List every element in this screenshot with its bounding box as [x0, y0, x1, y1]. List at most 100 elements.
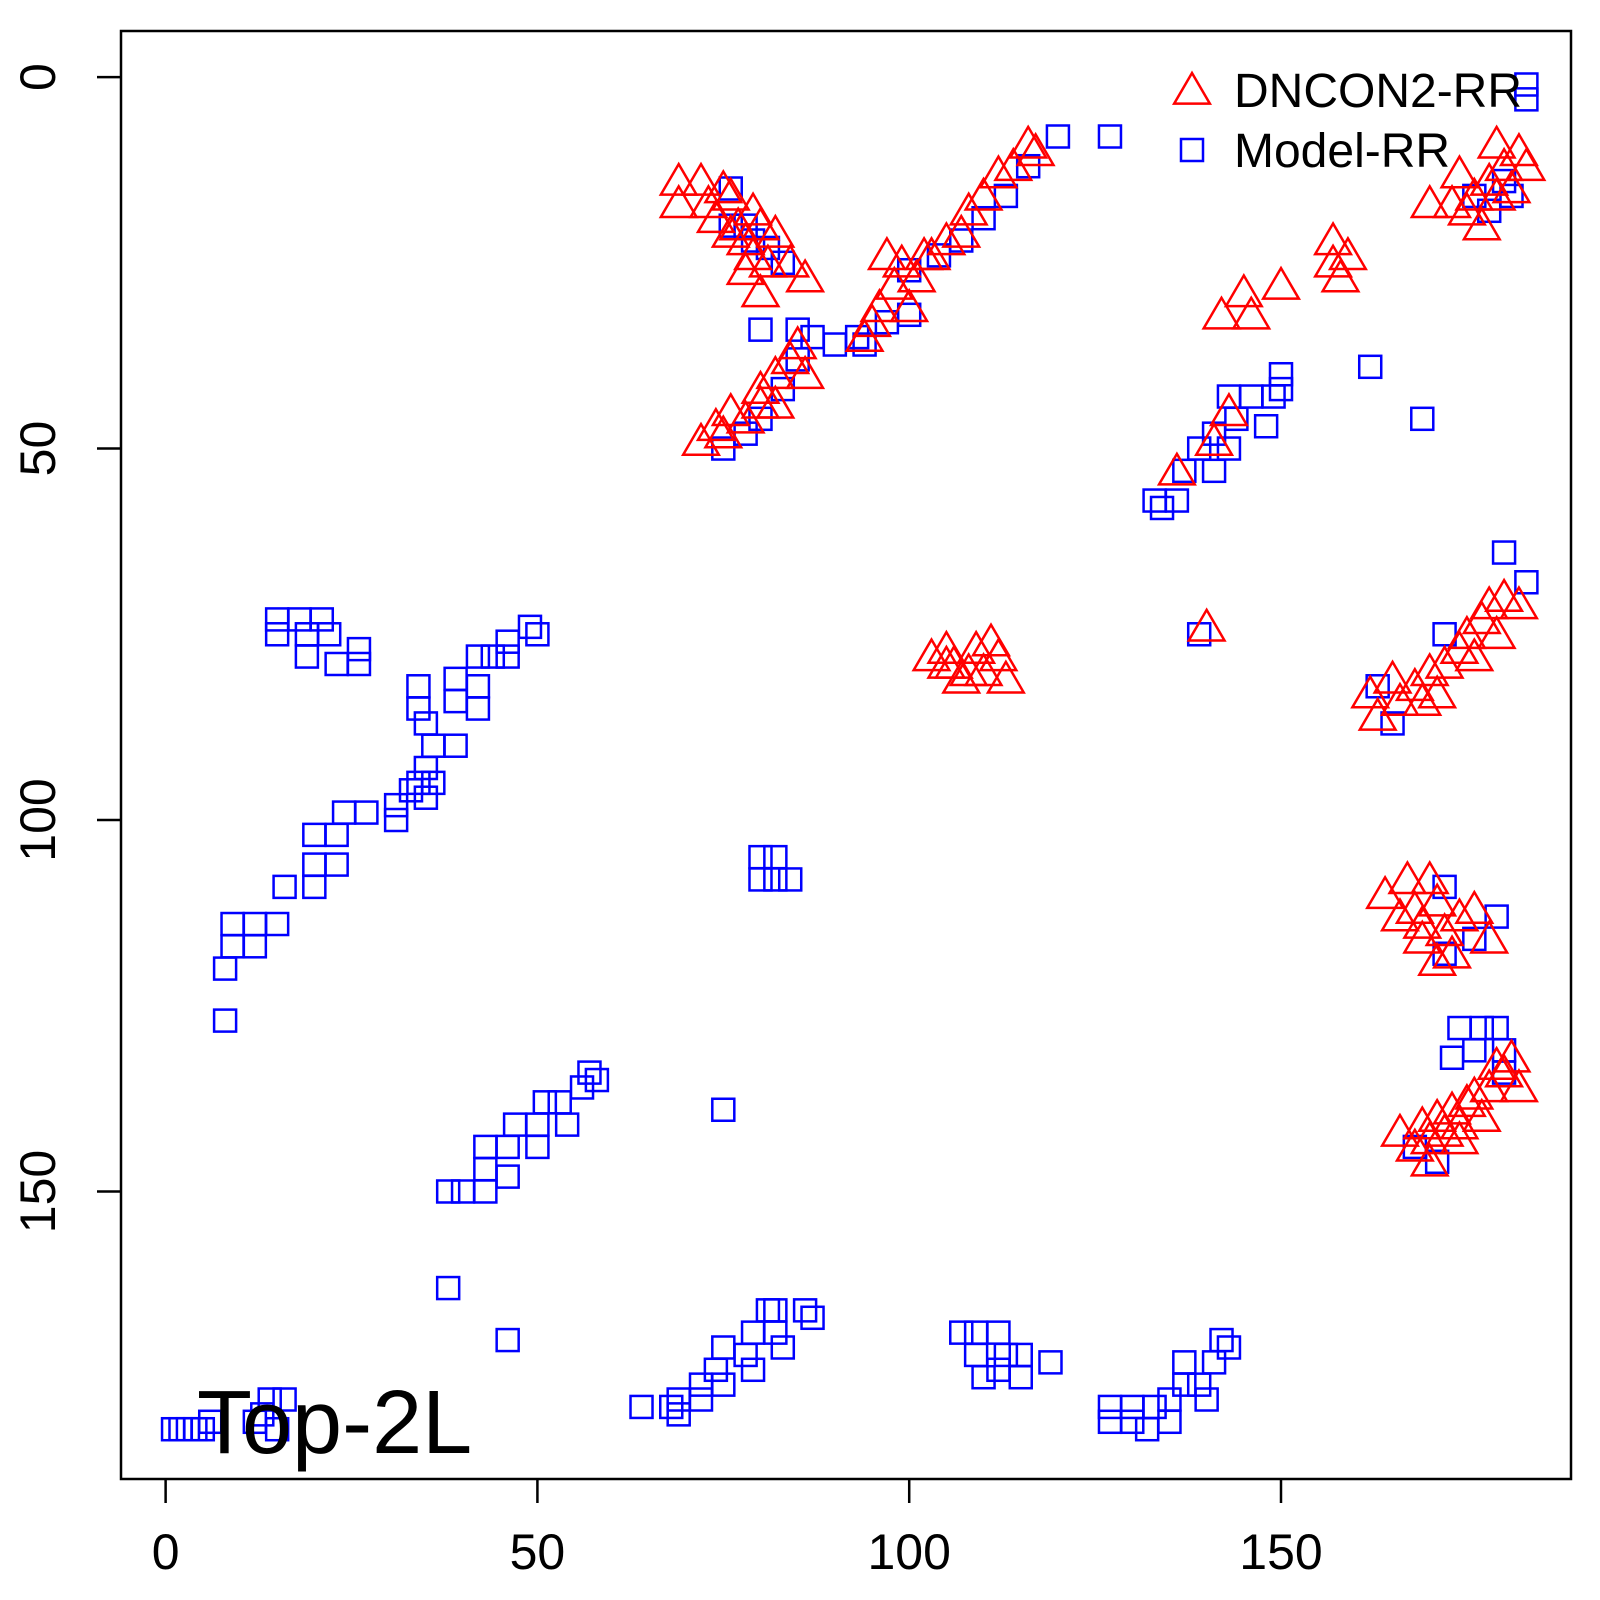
- square-marker: [398, 778, 424, 803]
- triangle-marker: [1506, 146, 1547, 182]
- square-marker: [733, 1342, 758, 1368]
- x-tick-label: 150: [1239, 1524, 1322, 1580]
- square-marker: [168, 1416, 193, 1442]
- square-marker: [495, 1164, 520, 1189]
- square-marker: [569, 1075, 595, 1100]
- square-marker: [242, 934, 268, 959]
- square-marker: [711, 1335, 736, 1360]
- square-marker: [763, 867, 788, 892]
- square-marker: [413, 711, 439, 736]
- triangle-marker: [658, 161, 699, 196]
- square-marker: [986, 1320, 1011, 1345]
- square-marker: [971, 1364, 996, 1390]
- legend-marker: [1179, 137, 1205, 163]
- triangle-marker: [1439, 1119, 1480, 1155]
- triangle-marker: [963, 176, 1004, 211]
- square-marker: [264, 911, 290, 937]
- square-marker: [659, 1394, 684, 1420]
- square-marker: [473, 1179, 498, 1204]
- square-marker: [316, 622, 342, 647]
- square-marker: [406, 696, 431, 721]
- square-marker: [495, 644, 520, 669]
- square-marker: [1432, 941, 1457, 966]
- square-marker: [748, 867, 773, 892]
- square-marker: [354, 800, 379, 825]
- triangle-marker: [1402, 919, 1443, 954]
- square-marker: [554, 1112, 580, 1137]
- triangle-marker: [1454, 637, 1495, 672]
- triangle-marker: [785, 354, 826, 390]
- square-marker: [993, 1342, 1019, 1368]
- square-marker: [421, 733, 446, 758]
- square-marker: [473, 1134, 498, 1160]
- square-marker: [324, 822, 349, 848]
- square-marker: [896, 302, 922, 328]
- square-marker: [733, 213, 758, 238]
- square-marker: [272, 1387, 297, 1412]
- square-marker: [465, 674, 491, 699]
- square-marker: [748, 317, 773, 342]
- square-marker: [1462, 1038, 1487, 1063]
- triangle-marker: [1409, 1119, 1450, 1155]
- y-tick-label: 0: [10, 63, 66, 91]
- triangle-marker: [1402, 681, 1443, 716]
- square-marker: [688, 1387, 714, 1412]
- triangle-marker: [725, 250, 766, 286]
- square-marker: [502, 1112, 528, 1137]
- triangle-marker: [1476, 176, 1517, 211]
- triangle-marker: [785, 258, 826, 293]
- triangle-marker: [1476, 1045, 1517, 1081]
- square-marker: [1186, 1372, 1212, 1397]
- square-marker: [220, 934, 245, 959]
- square-marker: [1157, 1409, 1182, 1435]
- square-marker: [547, 1090, 572, 1115]
- square-marker: [465, 696, 491, 721]
- triangle-marker: [1409, 651, 1450, 687]
- square-marker: [748, 844, 773, 870]
- triangle-marker: [1387, 859, 1428, 895]
- square-marker: [1120, 1409, 1145, 1435]
- triangle-marker: [1208, 391, 1249, 427]
- square-marker: [532, 1090, 558, 1115]
- x-tick-label: 100: [867, 1524, 950, 1580]
- triangle-marker: [1194, 421, 1235, 456]
- triangle-marker: [1498, 585, 1539, 620]
- triangle-marker: [956, 629, 997, 664]
- square-marker: [949, 1320, 974, 1345]
- square-marker: [250, 1402, 275, 1427]
- triangle-marker: [1417, 882, 1458, 917]
- triangle-marker: [1409, 859, 1450, 895]
- square-marker: [264, 607, 290, 632]
- triangle-marker: [1015, 131, 1056, 167]
- square-marker: [666, 1402, 691, 1427]
- square-marker: [242, 911, 268, 937]
- triangle-marker: [1417, 674, 1458, 709]
- square-marker: [584, 1067, 610, 1093]
- square-marker: [1008, 1364, 1033, 1390]
- square-marker: [294, 622, 320, 647]
- square-marker: [800, 1305, 825, 1331]
- square-marker: [1194, 1387, 1219, 1412]
- square-marker: [1268, 361, 1294, 387]
- square-marker: [264, 1416, 290, 1442]
- triangle-marker: [889, 287, 930, 323]
- square-marker: [1410, 406, 1435, 432]
- triangle-marker: [926, 221, 967, 256]
- square-marker: [435, 1275, 461, 1301]
- triangle-marker: [1469, 919, 1510, 954]
- square-marker: [346, 651, 372, 677]
- square-marker: [1261, 384, 1286, 409]
- triangle-marker: [1491, 1038, 1532, 1073]
- square-marker: [1172, 1350, 1197, 1375]
- square-marker: [1172, 1372, 1197, 1397]
- triangle-marker: [1461, 1097, 1502, 1133]
- triangle-marker: [1379, 1112, 1421, 1147]
- triangle-marker: [978, 637, 1019, 672]
- triangle-marker: [710, 391, 751, 427]
- square-marker: [1008, 1342, 1033, 1368]
- square-marker: [711, 436, 736, 461]
- square-marker: [703, 1357, 729, 1383]
- square-marker: [264, 622, 290, 647]
- triangle-marker: [1223, 273, 1264, 308]
- square-marker: [629, 1394, 654, 1420]
